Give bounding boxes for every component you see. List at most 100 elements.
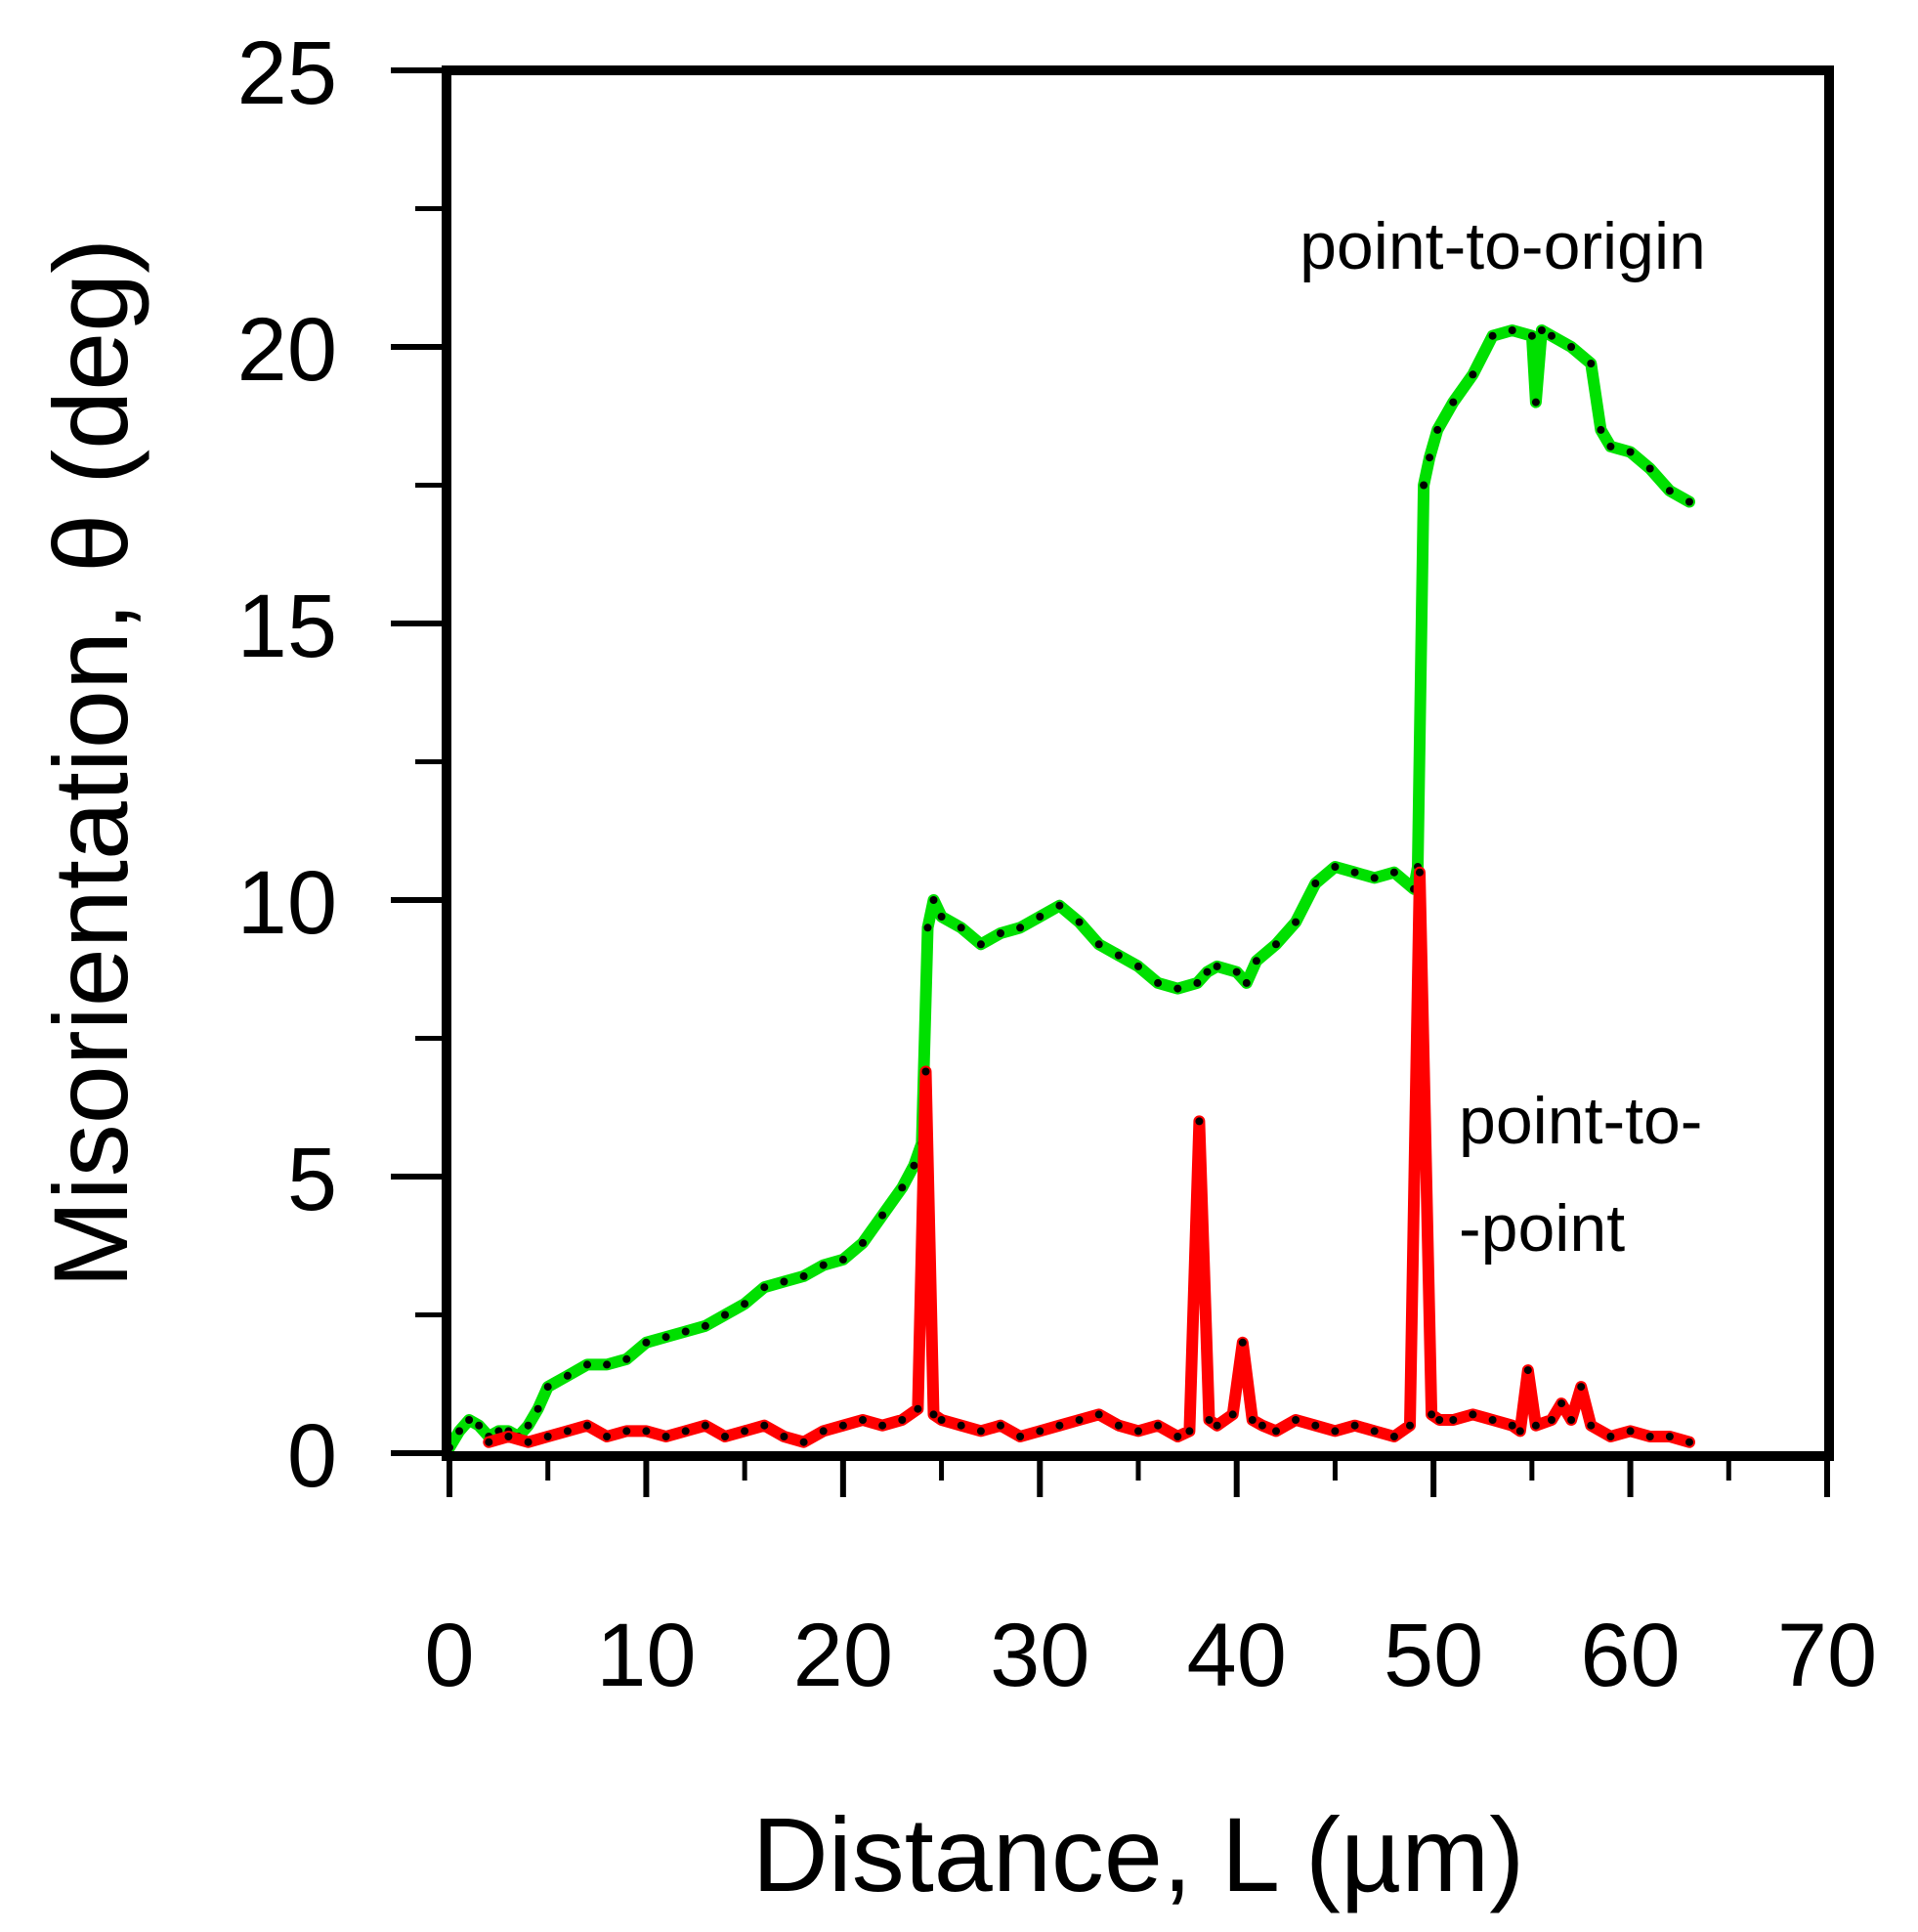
data-point-0-32	[929, 896, 938, 904]
data-point-1-68	[1587, 1421, 1596, 1430]
data-point-0-78	[1665, 487, 1674, 495]
data-point-0-39	[1055, 901, 1064, 910]
data-point-0-67	[1508, 326, 1516, 334]
data-point-0-10	[543, 1383, 552, 1392]
data-point-1-50	[1350, 1421, 1359, 1430]
data-point-1-59	[1488, 1416, 1497, 1424]
data-point-1-8	[642, 1427, 651, 1436]
data-point-0-72	[1567, 343, 1576, 351]
data-point-1-11	[701, 1421, 709, 1430]
data-point-0-38	[1036, 913, 1044, 921]
data-point-1-60	[1508, 1421, 1516, 1430]
data-point-1-70	[1626, 1427, 1635, 1436]
data-point-0-77	[1645, 464, 1654, 473]
y-tick-label-5: 5	[287, 1130, 337, 1229]
data-point-1-65	[1557, 1399, 1566, 1408]
data-point-1-0	[485, 1438, 493, 1446]
data-point-0-29	[910, 1161, 918, 1170]
data-point-1-9	[661, 1433, 670, 1440]
data-point-1-58	[1469, 1410, 1477, 1419]
x-axis: 0 10 20 30 40 50 60 70	[424, 1453, 1877, 1705]
data-point-1-16	[799, 1438, 808, 1446]
data-point-0-33	[937, 913, 946, 921]
data-point-1-10	[681, 1427, 690, 1436]
data-point-0-42	[1114, 951, 1123, 960]
data-point-0-65	[1469, 370, 1477, 379]
data-point-0-75	[1606, 442, 1615, 451]
data-point-1-51	[1370, 1427, 1379, 1436]
data-point-1-66	[1567, 1416, 1576, 1424]
data-point-1-30	[1036, 1427, 1044, 1436]
data-point-0-22	[780, 1277, 789, 1286]
y-tick-label-15: 15	[237, 577, 337, 676]
data-point-1-40	[1205, 1416, 1214, 1424]
data-point-1-28	[997, 1421, 1004, 1430]
data-point-0-56	[1350, 868, 1359, 877]
x-tick-label-0: 0	[424, 1606, 474, 1705]
data-point-1-63	[1531, 1421, 1540, 1430]
annotation-point-to-point-line2: -point	[1459, 1191, 1625, 1266]
data-point-0-8	[524, 1421, 533, 1430]
data-point-1-35	[1134, 1427, 1142, 1436]
data-point-0-51	[1252, 957, 1260, 966]
data-point-0-41	[1094, 940, 1103, 949]
data-point-0-52	[1272, 940, 1280, 949]
data-point-0-66	[1488, 331, 1497, 340]
data-point-1-46	[1272, 1427, 1280, 1436]
data-point-1-25	[937, 1416, 946, 1424]
data-point-0-18	[701, 1321, 709, 1330]
data-point-0-3	[475, 1421, 484, 1430]
data-point-1-56	[1435, 1416, 1444, 1424]
data-point-0-14	[622, 1354, 631, 1363]
data-point-1-52	[1389, 1433, 1398, 1440]
data-point-1-47	[1292, 1416, 1300, 1424]
data-point-0-76	[1626, 448, 1635, 456]
data-point-1-18	[838, 1421, 847, 1430]
data-point-1-49	[1331, 1427, 1340, 1436]
x-tick-label-30: 30	[990, 1606, 1089, 1705]
x-tick-label-40: 40	[1187, 1606, 1287, 1705]
y-axis-title: Misorientation, θ (deg)	[31, 238, 149, 1289]
data-point-0-70	[1537, 326, 1546, 334]
data-point-1-27	[976, 1427, 985, 1436]
data-point-1-2	[524, 1438, 533, 1446]
x-tick-label-20: 20	[793, 1606, 893, 1705]
data-point-1-43	[1238, 1338, 1247, 1347]
data-point-0-15	[642, 1338, 651, 1347]
data-point-1-44	[1248, 1416, 1257, 1424]
data-point-0-63	[1433, 425, 1442, 434]
data-point-1-19	[859, 1416, 867, 1424]
data-point-0-21	[760, 1283, 769, 1292]
data-point-0-71	[1548, 331, 1556, 340]
data-point-0-37	[1016, 923, 1025, 932]
data-point-0-58	[1389, 868, 1398, 877]
data-point-1-29	[1016, 1433, 1025, 1440]
data-point-1-42	[1228, 1410, 1237, 1419]
data-point-0-46	[1193, 978, 1202, 987]
data-point-1-13	[741, 1427, 749, 1436]
data-point-1-5	[583, 1421, 591, 1430]
x-tick-label-10: 10	[596, 1606, 696, 1705]
data-point-0-11	[563, 1371, 572, 1380]
data-point-1-69	[1606, 1433, 1615, 1440]
data-point-1-45	[1257, 1421, 1266, 1430]
data-point-0-31	[923, 923, 932, 932]
data-point-0-25	[838, 1255, 847, 1264]
x-tick-label-70: 70	[1777, 1606, 1877, 1705]
data-point-0-12	[583, 1360, 591, 1369]
annotation-point-to-point-line1: point-to-	[1459, 1084, 1702, 1158]
data-point-1-54	[1416, 868, 1424, 877]
y-tick-label-25: 25	[237, 23, 337, 123]
data-point-1-39	[1195, 1117, 1204, 1126]
data-point-1-6	[603, 1433, 612, 1440]
data-point-0-49	[1232, 967, 1241, 976]
data-point-1-23	[921, 1067, 930, 1076]
data-point-0-73	[1587, 360, 1596, 367]
data-point-0-48	[1213, 962, 1221, 970]
data-point-0-79	[1685, 497, 1693, 506]
series-line-point-to-origin	[444, 324, 1695, 1454]
data-point-0-20	[741, 1300, 749, 1309]
data-point-1-14	[760, 1421, 769, 1430]
data-point-1-1	[504, 1433, 513, 1440]
data-point-0-24	[819, 1261, 828, 1269]
